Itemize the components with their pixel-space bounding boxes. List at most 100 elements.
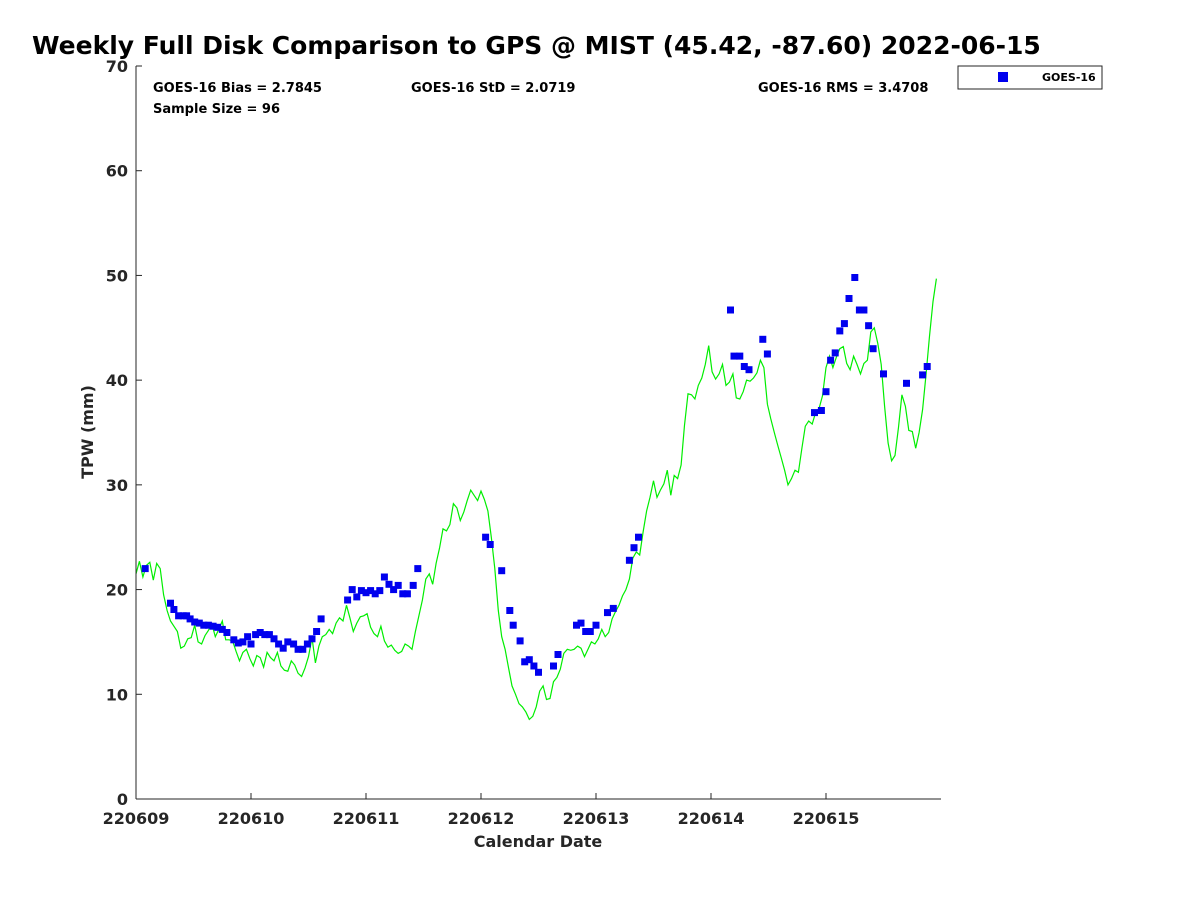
goes16-point	[630, 544, 638, 552]
legend-label-goes16: GOES-16	[1042, 71, 1096, 84]
goes16-point	[371, 590, 379, 598]
goes16-point	[200, 621, 208, 629]
goes16-point	[860, 306, 868, 314]
std-stat: GOES-16 StD = 2.0719	[411, 81, 575, 96]
goes16-point	[409, 581, 417, 589]
goes16-point	[209, 622, 217, 630]
goes16-point	[380, 573, 388, 581]
goes16-point	[399, 590, 407, 598]
goes16-point	[234, 639, 242, 647]
goes16-series	[141, 274, 931, 676]
x-axis-label: Calendar Date	[474, 832, 603, 851]
goes16-point	[170, 606, 178, 613]
goes16-point	[247, 640, 255, 648]
goes16-point	[763, 350, 771, 358]
y-tick-label: 10	[106, 685, 128, 704]
goes16-point	[903, 379, 910, 387]
goes16-point	[498, 567, 506, 575]
sample-size-stat: Sample Size = 96	[153, 102, 280, 117]
gps-line	[135, 278, 937, 721]
y-tick-label: 60	[106, 162, 128, 181]
y-tick-label: 30	[106, 476, 128, 495]
goes16-point	[625, 556, 633, 564]
goes16-point	[609, 604, 617, 612]
goes16-point	[175, 612, 183, 620]
goes16-point	[604, 609, 611, 617]
goes16-point	[167, 599, 174, 607]
goes16-point	[223, 629, 231, 636]
goes16-point	[840, 320, 848, 328]
goes16-point	[811, 409, 818, 417]
goes16-point	[385, 580, 393, 588]
goes16-point	[869, 345, 877, 353]
y-tick-label: 70	[106, 57, 128, 76]
goes16-point	[141, 565, 149, 573]
goes16-point	[270, 635, 278, 643]
goes16-point	[186, 615, 194, 623]
goes16-point	[214, 623, 222, 631]
goes16-point	[525, 656, 533, 664]
goes16-point	[509, 621, 517, 629]
x-tick-label: 220614	[678, 809, 745, 828]
goes16-point	[403, 590, 411, 598]
goes16-point	[353, 593, 361, 601]
goes16-point	[745, 366, 753, 374]
goes16-point	[414, 565, 422, 573]
goes16-point	[367, 587, 375, 595]
goes16-point	[865, 322, 873, 330]
goes16-point	[279, 644, 287, 652]
goes16-point	[284, 638, 292, 646]
goes16-point	[535, 668, 542, 676]
legend-box	[957, 65, 1103, 90]
goes16-point	[554, 651, 562, 658]
x-tick-label: 220613	[563, 809, 630, 828]
y-tick-label: 50	[106, 266, 128, 285]
y-axis-label: TPW (mm)	[78, 385, 97, 479]
goes16-point	[394, 581, 402, 589]
y-tick-label: 40	[106, 371, 128, 390]
goes16-point	[573, 621, 580, 629]
goes16-point	[592, 621, 600, 629]
goes16-point	[740, 363, 748, 370]
y-tick-label: 20	[106, 581, 128, 600]
goes16-point	[923, 363, 931, 370]
goes16-point	[827, 356, 835, 364]
x-tick-label: 220610	[218, 809, 285, 828]
goes16-point	[586, 628, 594, 635]
goes16-point	[230, 636, 238, 644]
goes16-point	[635, 533, 642, 541]
goes16-point	[521, 658, 529, 666]
goes16-point	[530, 662, 538, 670]
goes16-point	[759, 335, 767, 343]
goes16-point	[582, 628, 590, 635]
goes16-point	[299, 645, 307, 653]
goes16-point	[195, 619, 203, 627]
goes16-point	[880, 370, 887, 378]
goes16-point	[516, 637, 524, 645]
goes16-point	[218, 625, 226, 633]
goes16-point	[244, 633, 252, 641]
goes16-point	[275, 640, 283, 648]
goes16-point	[727, 306, 734, 314]
plot-area	[136, 66, 941, 799]
goes16-point	[317, 615, 325, 623]
goes16-point	[376, 587, 384, 595]
goes16-point	[851, 274, 859, 281]
goes16-point	[362, 589, 370, 597]
goes16-point	[831, 349, 839, 357]
y-tick-label: 0	[117, 790, 128, 809]
goes16-point	[855, 306, 863, 314]
goes16-point	[290, 640, 298, 648]
x-tick-label: 220615	[793, 809, 860, 828]
goes16-point	[357, 587, 365, 595]
goes16-point	[239, 638, 247, 646]
goes16-point	[261, 631, 269, 639]
goes16-point	[817, 407, 825, 414]
goes16-point	[256, 629, 264, 636]
goes16-point	[550, 662, 557, 670]
x-tick-label: 220609	[103, 809, 170, 828]
goes16-point	[308, 635, 316, 643]
goes16-point	[836, 327, 844, 335]
goes16-point	[294, 645, 302, 653]
goes16-point	[577, 619, 585, 627]
